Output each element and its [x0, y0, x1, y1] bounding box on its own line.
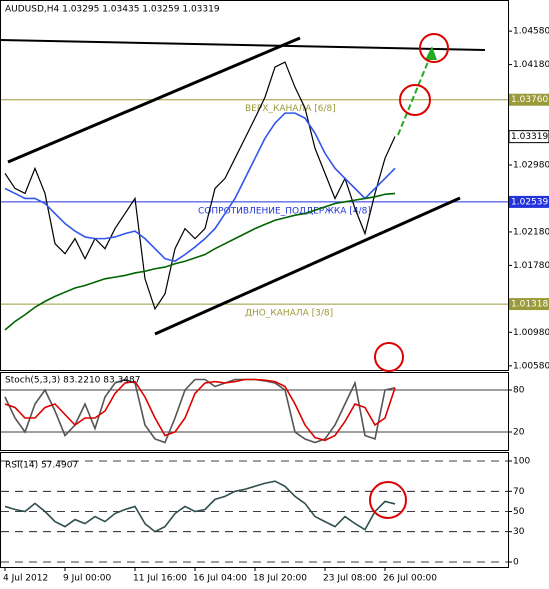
y-tick-label: 0: [513, 558, 519, 568]
y-tick-label: 100: [513, 457, 530, 467]
series-line: [4, 480, 396, 533]
level-label: 1.01318: [511, 300, 548, 310]
x-tick-label: 23 Jul 08:00: [323, 574, 377, 584]
highlight-circle: [419, 33, 449, 63]
arrow-head: [425, 46, 437, 60]
forecast-arrow: [397, 51, 433, 136]
panel-title: RSI(14) 57.4907: [5, 461, 78, 471]
y-tick-label: 1.02180: [513, 227, 549, 237]
x-tick-label: 9 Jul 00:00: [63, 574, 112, 584]
level-label: 1.02539: [511, 197, 548, 207]
series-line: [4, 192, 396, 331]
y-tick-label: 30: [513, 527, 525, 537]
plot-layer: 1.00580 1.00980 1.01780 1.02180 1.02980 1.041…: [1, 5, 549, 584]
level-annotation: СОПРОТИВЛЕНИЕ_ПОДДЕРЖКА [4/8]: [198, 206, 371, 216]
y-tick-label: 1.02980: [513, 161, 549, 171]
last-price-box: [508, 130, 549, 144]
y-tick-label: 1.00980: [513, 328, 549, 338]
highlight-circle: [399, 84, 431, 116]
rsi-panel: [0, 452, 509, 568]
level-label: 1.03760: [511, 95, 548, 105]
main-panel: [0, 0, 509, 371]
trend-line: [154, 196, 461, 336]
x-tick-label: 16 Jul 04:00: [193, 574, 247, 584]
x-tick-label: 18 Jul 20:00: [253, 574, 307, 584]
x-tick-label: 11 Jul 16:00: [133, 574, 187, 584]
level-annotation: ВЕРХ_КАНАЛА [6/8]: [245, 104, 336, 114]
level-label-box: [509, 93, 549, 106]
stoch-panel: [0, 372, 509, 451]
y-tick-label: 1.04580: [513, 27, 549, 37]
y-tick-label: 1.01780: [513, 261, 549, 271]
x-tick-label: 4 Jul 2012: [3, 574, 48, 584]
level-label-box: [509, 298, 549, 311]
y-tick-label: 1.04180: [513, 60, 549, 70]
y-tick-label: 50: [513, 507, 525, 517]
y-tick-label: 80: [513, 386, 525, 396]
y-tick-label: 20: [513, 428, 525, 438]
highlight-circle: [374, 342, 404, 372]
level-label-box: [509, 195, 549, 208]
series-line: [4, 112, 396, 263]
x-tick-label: 26 Jul 00:00: [383, 574, 437, 584]
trend-line: [0, 39, 486, 51]
level-annotation: ДНО_КАНАЛА [3/8]: [245, 309, 333, 319]
series-line: [4, 378, 396, 444]
highlight-circle: [369, 481, 407, 519]
series-line: [4, 61, 396, 311]
panel-title: Stoch(5,3,3) 83.2210 83.3487: [5, 376, 140, 386]
series-line: [4, 378, 396, 442]
panel-title: AUDUSD,H4 1.03295 1.03435 1.03259 1.0331…: [5, 5, 220, 15]
y-tick-label: 1.00580: [513, 361, 549, 371]
last-price-label: 1.03319: [511, 132, 548, 142]
y-tick-label: 70: [513, 487, 525, 497]
trend-line: [7, 36, 301, 164]
